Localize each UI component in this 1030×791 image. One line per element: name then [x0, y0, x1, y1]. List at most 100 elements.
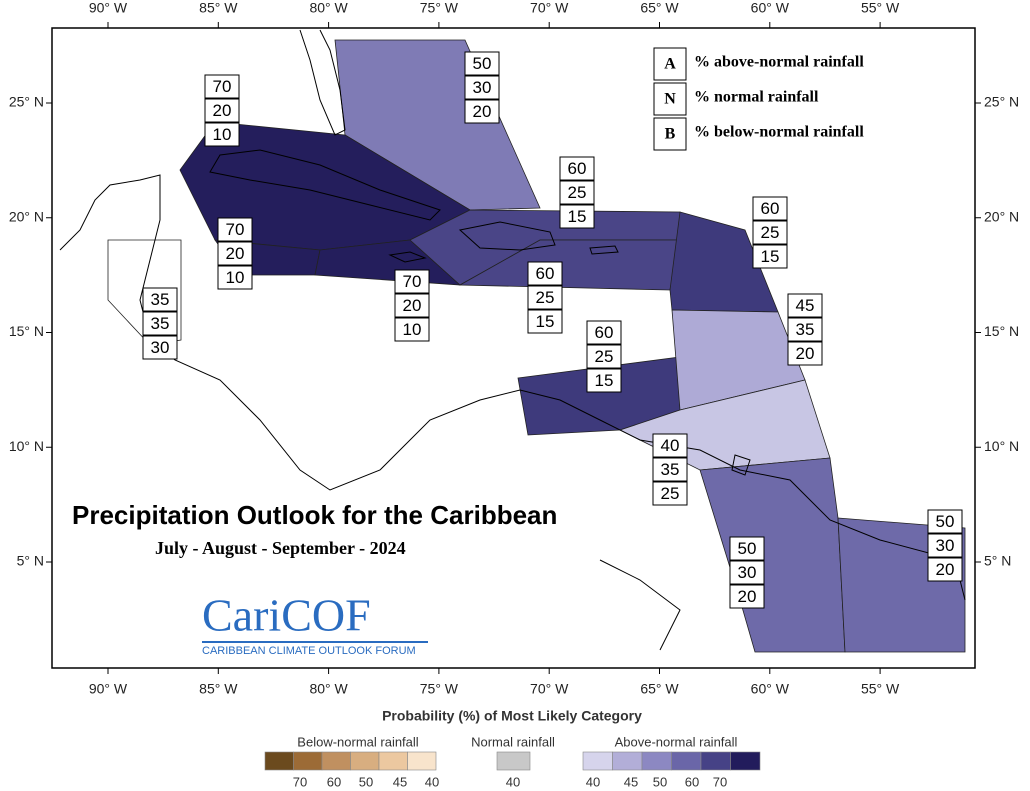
colorbar-tick: 60 — [327, 774, 341, 789]
lon-label: 90° W — [89, 681, 128, 697]
subtitle: July - August - September - 2024 — [155, 538, 406, 558]
colorbar-swatch — [350, 751, 380, 771]
lat-label: 5° N — [17, 553, 44, 569]
lat-label: 25° N — [984, 94, 1019, 110]
prob-box — [752, 196, 788, 221]
prob-box — [217, 265, 253, 290]
prob-value: 15 — [568, 207, 587, 226]
colorbar-swatch — [700, 751, 731, 771]
colorbar-group-label: Above-normal rainfall — [615, 734, 738, 749]
colorbar-tick: 40 — [425, 774, 439, 789]
prob-box — [217, 241, 253, 266]
prob-value: 60 — [568, 159, 587, 178]
prob-box — [729, 560, 765, 585]
colorbar-group-label: Below-normal rainfall — [297, 734, 418, 749]
prob-value: 25 — [761, 223, 780, 242]
prob-value: 20 — [796, 344, 815, 363]
prob-box — [927, 533, 963, 558]
prob-box — [752, 220, 788, 245]
prob-box — [729, 536, 765, 561]
prob-value: 70 — [403, 272, 422, 291]
prob-value: 20 — [473, 102, 492, 121]
prob-box — [394, 269, 430, 294]
lon-label: 55° W — [861, 0, 900, 16]
lon-label: 75° W — [420, 681, 459, 697]
prob-box — [394, 293, 430, 318]
lat-label: 15° N — [9, 323, 44, 339]
colorbar-swatch — [321, 751, 351, 771]
lon-label: 90° W — [89, 0, 128, 16]
prob-value: 30 — [738, 563, 757, 582]
colorbar-swatch — [730, 751, 761, 771]
colorbar-swatch — [407, 751, 437, 771]
colorbar-tick: 45 — [393, 774, 407, 789]
prob-value: 35 — [151, 314, 170, 333]
prob-box — [464, 51, 500, 76]
lon-label: 80° W — [309, 681, 348, 697]
lon-label: 75° W — [420, 0, 459, 16]
colorbar-tick: 50 — [359, 774, 373, 789]
colorbar-tick: 40 — [586, 774, 600, 789]
lon-label: 65° W — [640, 0, 679, 16]
prob-value: 30 — [936, 536, 955, 555]
lon-label: 60° W — [751, 0, 790, 16]
prob-box — [586, 320, 622, 345]
lat-label: 20° N — [9, 208, 44, 224]
prob-box — [652, 457, 688, 482]
prob-value: 10 — [403, 320, 422, 339]
colorbar-tick: 70 — [293, 774, 307, 789]
coastlines — [59, 29, 966, 651]
prob-box — [204, 74, 240, 99]
lon-label: 60° W — [751, 681, 790, 697]
key-letter: B — [665, 126, 676, 143]
lon-label: 70° W — [530, 0, 569, 16]
prob-value: 25 — [595, 347, 614, 366]
lon-label: 70° W — [530, 681, 569, 697]
key-text: % normal rainfall — [694, 89, 819, 106]
prob-value: 15 — [595, 371, 614, 390]
colorbar-swatch — [582, 751, 613, 771]
prob-box — [142, 311, 178, 336]
colorbar-swatch — [496, 751, 531, 771]
prob-box — [142, 335, 178, 360]
prob-value: 70 — [213, 77, 232, 96]
prob-box — [652, 433, 688, 458]
prob-box — [464, 99, 500, 124]
prob-value: 25 — [661, 484, 680, 503]
key-box — [653, 47, 687, 81]
lon-label: 85° W — [199, 681, 238, 697]
colorbar-tick: 70 — [713, 774, 727, 789]
key-box — [653, 82, 687, 116]
prob-box — [394, 317, 430, 342]
colorbar-group-label: Normal rainfall — [471, 734, 555, 749]
prob-box — [559, 156, 595, 181]
prob-value: 25 — [536, 288, 555, 307]
prob-box — [787, 293, 823, 318]
colorbar-swatch — [671, 751, 702, 771]
prob-box — [527, 285, 563, 310]
prob-box — [464, 75, 500, 100]
legend-key: A % above-normal rainfall N % normal rainfa… — [653, 47, 864, 151]
key-text: % below-normal rainfall — [694, 124, 864, 141]
colorbar-title: Probability (%) of Most Likely Category — [382, 708, 642, 724]
key-text: % above-normal rainfall — [694, 54, 864, 71]
prob-value: 60 — [761, 199, 780, 218]
prob-box — [729, 584, 765, 609]
title: Precipitation Outlook for the Caribbean — [72, 500, 557, 530]
prob-value: 60 — [536, 264, 555, 283]
prob-value: 50 — [473, 54, 492, 73]
colorbar-tick: 40 — [506, 774, 520, 789]
lat-label: 25° N — [9, 94, 44, 110]
prob-value: 70 — [226, 220, 245, 239]
colorbar-swatch — [612, 751, 643, 771]
lat-label: 5° N — [984, 553, 1011, 569]
lon-label: 55° W — [861, 681, 900, 697]
prob-value: 35 — [151, 290, 170, 309]
lon-label: 85° W — [199, 0, 238, 16]
key-letter: N — [664, 91, 676, 108]
colorbar-swatch — [293, 751, 323, 771]
prob-value: 20 — [936, 560, 955, 579]
colorbar-swatch — [264, 751, 294, 771]
prob-box — [927, 509, 963, 534]
